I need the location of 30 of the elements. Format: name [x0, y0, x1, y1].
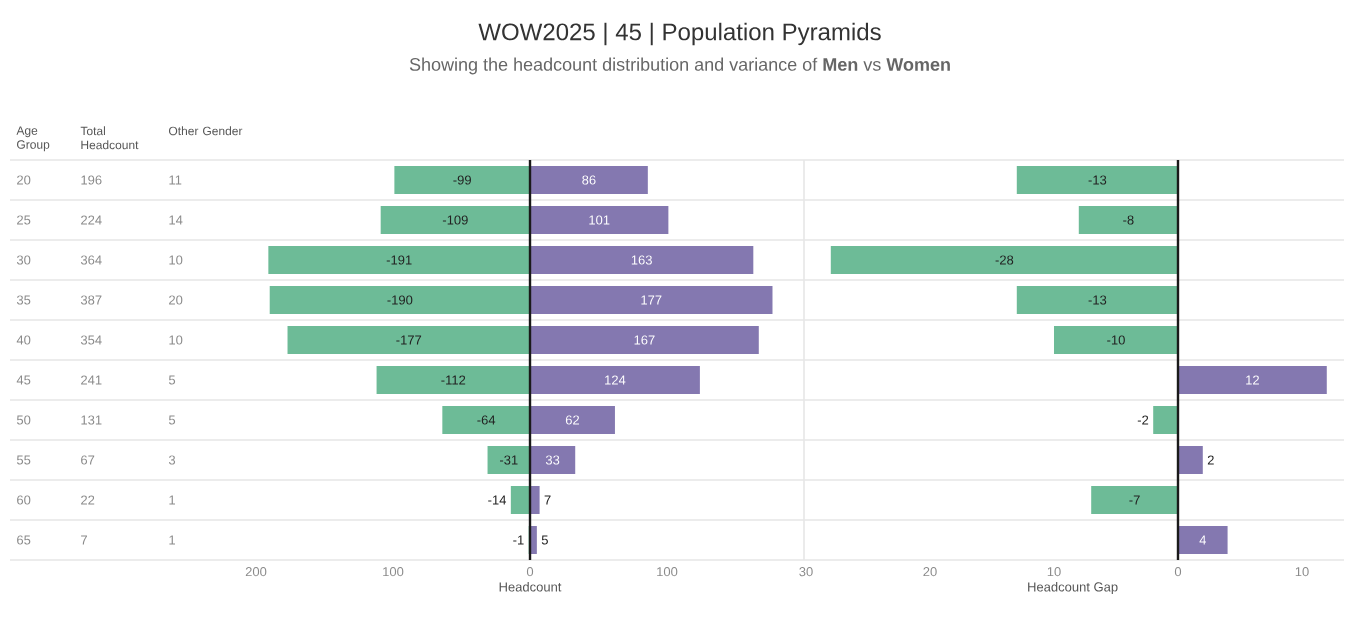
bar	[1177, 525, 1228, 554]
bar	[1016, 165, 1178, 194]
bar	[1053, 325, 1178, 354]
bar	[830, 245, 1178, 274]
bar	[530, 325, 759, 354]
bar	[1177, 365, 1327, 394]
chart-title: WOW2025 | 45 | Population Pyramids	[478, 22, 881, 46]
bar	[530, 165, 648, 194]
chart-subtitle: Showing the headcount distribution and variance of Men vs Women	[409, 57, 950, 75]
bar	[1153, 405, 1178, 434]
bar	[530, 205, 669, 234]
bar	[1078, 205, 1178, 234]
bar	[1091, 485, 1178, 514]
bar	[530, 445, 576, 474]
bar	[530, 245, 754, 274]
bar	[394, 165, 531, 194]
bar	[530, 485, 540, 514]
bar	[487, 445, 531, 474]
bar	[442, 405, 531, 434]
bar	[1177, 445, 1203, 474]
bar	[268, 245, 531, 274]
bar	[530, 365, 700, 394]
bar	[1016, 285, 1178, 314]
bar	[530, 405, 615, 434]
bar	[530, 285, 773, 314]
bar	[510, 485, 531, 514]
bar	[269, 285, 531, 314]
bar	[380, 205, 531, 234]
bar	[376, 365, 531, 394]
bar	[287, 325, 531, 354]
